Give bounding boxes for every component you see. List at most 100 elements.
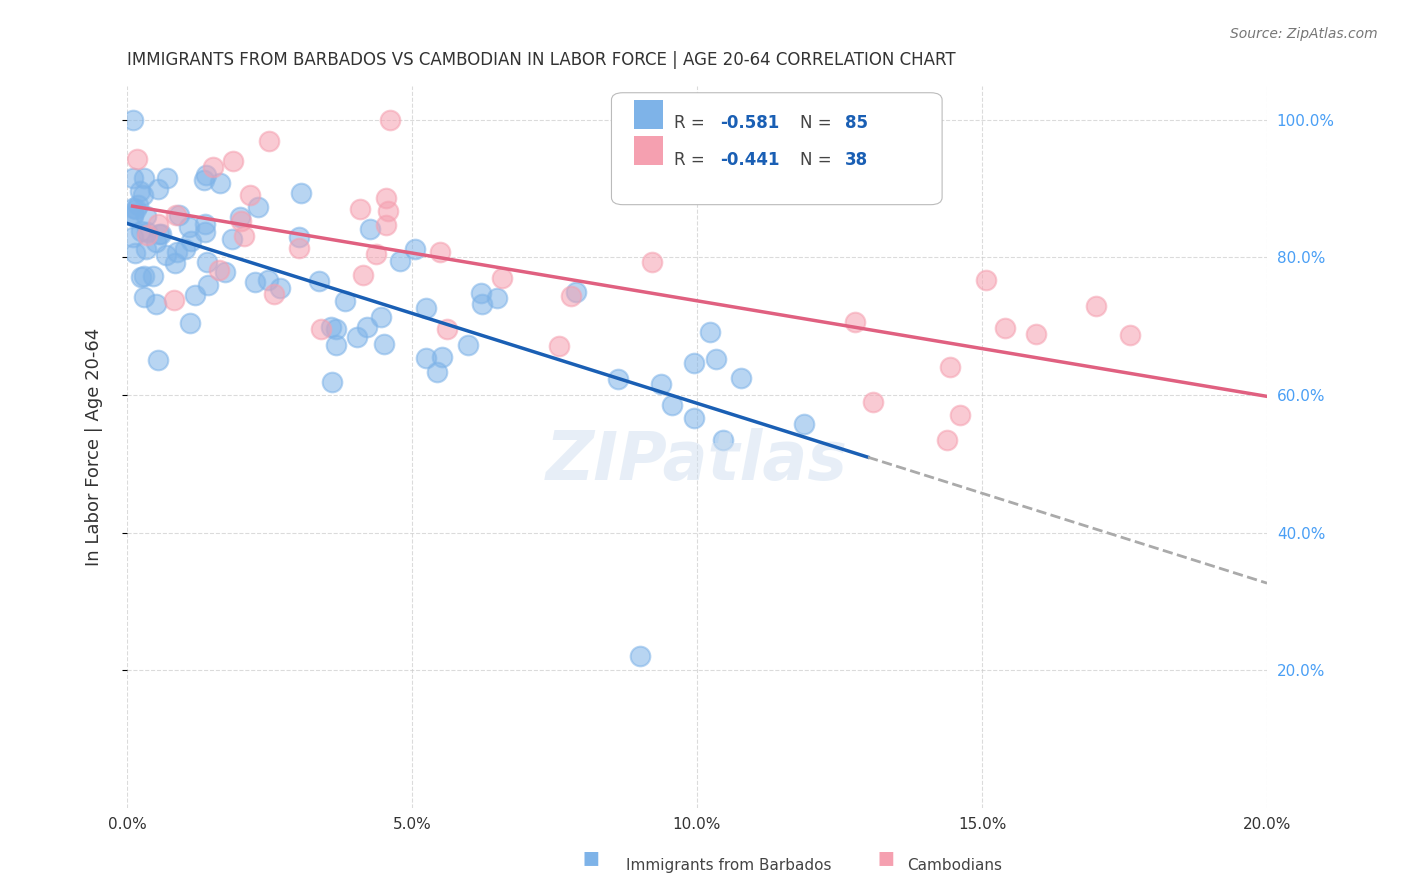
Immigrants from Barbados — [193, 173, 215, 187]
Immigrants from Barbados — [415, 351, 437, 365]
Immigrants from Barbados — [471, 297, 494, 311]
Immigrants from Barbados — [730, 371, 752, 385]
Immigrants from Barbados — [166, 244, 188, 259]
Immigrants from Barbados — [228, 210, 250, 224]
Cambodians — [936, 433, 959, 447]
Cambodians — [231, 214, 253, 228]
Immigrants from Barbados — [426, 365, 449, 379]
Immigrants from Barbados — [121, 112, 143, 127]
Cambodians — [993, 320, 1015, 334]
Immigrants from Barbados — [180, 235, 202, 249]
Immigrants from Barbados — [415, 301, 437, 316]
Cambodians — [548, 339, 571, 353]
Immigrants from Barbados — [136, 225, 159, 239]
Text: Immigrants from Barbados: Immigrants from Barbados — [626, 858, 831, 872]
Immigrants from Barbados — [121, 202, 143, 216]
Immigrants from Barbados — [121, 170, 143, 185]
Immigrants from Barbados — [197, 278, 219, 293]
Immigrants from Barbados — [167, 208, 190, 222]
Cambodians — [949, 408, 972, 422]
Immigrants from Barbados — [132, 188, 155, 202]
Immigrants from Barbados — [356, 320, 378, 334]
Immigrants from Barbados — [269, 281, 291, 295]
Text: ▪: ▪ — [581, 843, 600, 871]
Immigrants from Barbados — [131, 224, 153, 238]
Cambodians — [1085, 299, 1108, 313]
Immigrants from Barbados — [146, 353, 169, 368]
Bar — [634, 100, 662, 128]
Immigrants from Barbados — [308, 274, 330, 288]
Immigrants from Barbados — [145, 235, 167, 250]
Immigrants from Barbados — [141, 269, 163, 284]
Cambodians — [429, 244, 451, 259]
Immigrants from Barbados — [257, 273, 280, 287]
Cambodians — [288, 241, 311, 255]
Immigrants from Barbados — [121, 230, 143, 244]
Immigrants from Barbados — [243, 276, 266, 290]
Text: R =: R = — [673, 114, 710, 132]
Immigrants from Barbados — [135, 242, 157, 256]
Immigrants from Barbados — [661, 398, 683, 412]
Immigrants from Barbados — [155, 248, 177, 262]
Immigrants from Barbados — [128, 184, 150, 198]
Immigrants from Barbados — [124, 246, 146, 260]
Immigrants from Barbados — [194, 168, 217, 182]
Cambodians — [491, 271, 513, 285]
Immigrants from Barbados — [704, 351, 727, 366]
Y-axis label: In Labor Force | Age 20-64: In Labor Force | Age 20-64 — [86, 327, 103, 566]
Immigrants from Barbados — [319, 320, 342, 334]
FancyBboxPatch shape — [612, 93, 942, 204]
Immigrants from Barbados — [565, 285, 588, 299]
Immigrants from Barbados — [628, 649, 651, 664]
Cambodians — [844, 315, 866, 329]
Immigrants from Barbados — [288, 229, 311, 244]
Cambodians — [1025, 326, 1047, 341]
Text: N =: N = — [800, 114, 837, 132]
Cambodians — [259, 134, 281, 148]
Cambodians — [163, 293, 186, 307]
Immigrants from Barbados — [134, 269, 156, 284]
Cambodians — [974, 273, 997, 287]
Immigrants from Barbados — [183, 288, 205, 302]
Cambodians — [862, 395, 884, 409]
Immigrants from Barbados — [208, 177, 231, 191]
Cambodians — [165, 208, 187, 222]
Cambodians — [136, 227, 159, 242]
Immigrants from Barbados — [388, 254, 411, 268]
Immigrants from Barbados — [179, 316, 201, 330]
Immigrants from Barbados — [486, 291, 509, 305]
Cambodians — [378, 112, 401, 127]
Immigrants from Barbados — [247, 200, 270, 214]
Cambodians — [1118, 327, 1140, 342]
Text: N =: N = — [800, 151, 837, 169]
Immigrants from Barbados — [359, 222, 381, 236]
Immigrants from Barbados — [404, 242, 426, 256]
Immigrants from Barbados — [177, 219, 200, 234]
Text: -0.441: -0.441 — [720, 151, 779, 169]
Immigrants from Barbados — [127, 197, 149, 211]
Cambodians — [349, 202, 371, 216]
Text: 38: 38 — [845, 151, 869, 169]
Cambodians — [375, 219, 398, 233]
Cambodians — [938, 359, 960, 374]
Immigrants from Barbados — [346, 329, 368, 343]
Immigrants from Barbados — [321, 376, 343, 390]
Text: IMMIGRANTS FROM BARBADOS VS CAMBODIAN IN LABOR FORCE | AGE 20-64 CORRELATION CHA: IMMIGRANTS FROM BARBADOS VS CAMBODIAN IN… — [127, 51, 956, 69]
Immigrants from Barbados — [121, 210, 143, 224]
Immigrants from Barbados — [148, 227, 170, 241]
Immigrants from Barbados — [156, 171, 179, 186]
Immigrants from Barbados — [194, 225, 217, 239]
Cambodians — [352, 268, 374, 282]
Immigrants from Barbados — [333, 294, 356, 309]
Immigrants from Barbados — [711, 434, 734, 448]
Immigrants from Barbados — [135, 210, 157, 224]
Cambodians — [263, 287, 285, 301]
Immigrants from Barbados — [145, 297, 167, 311]
Immigrants from Barbados — [683, 411, 706, 425]
Immigrants from Barbados — [165, 256, 187, 270]
Immigrants from Barbados — [699, 325, 721, 339]
Cambodians — [377, 204, 399, 219]
Immigrants from Barbados — [793, 417, 815, 431]
Text: ▪: ▪ — [876, 843, 896, 871]
Immigrants from Barbados — [606, 372, 628, 386]
